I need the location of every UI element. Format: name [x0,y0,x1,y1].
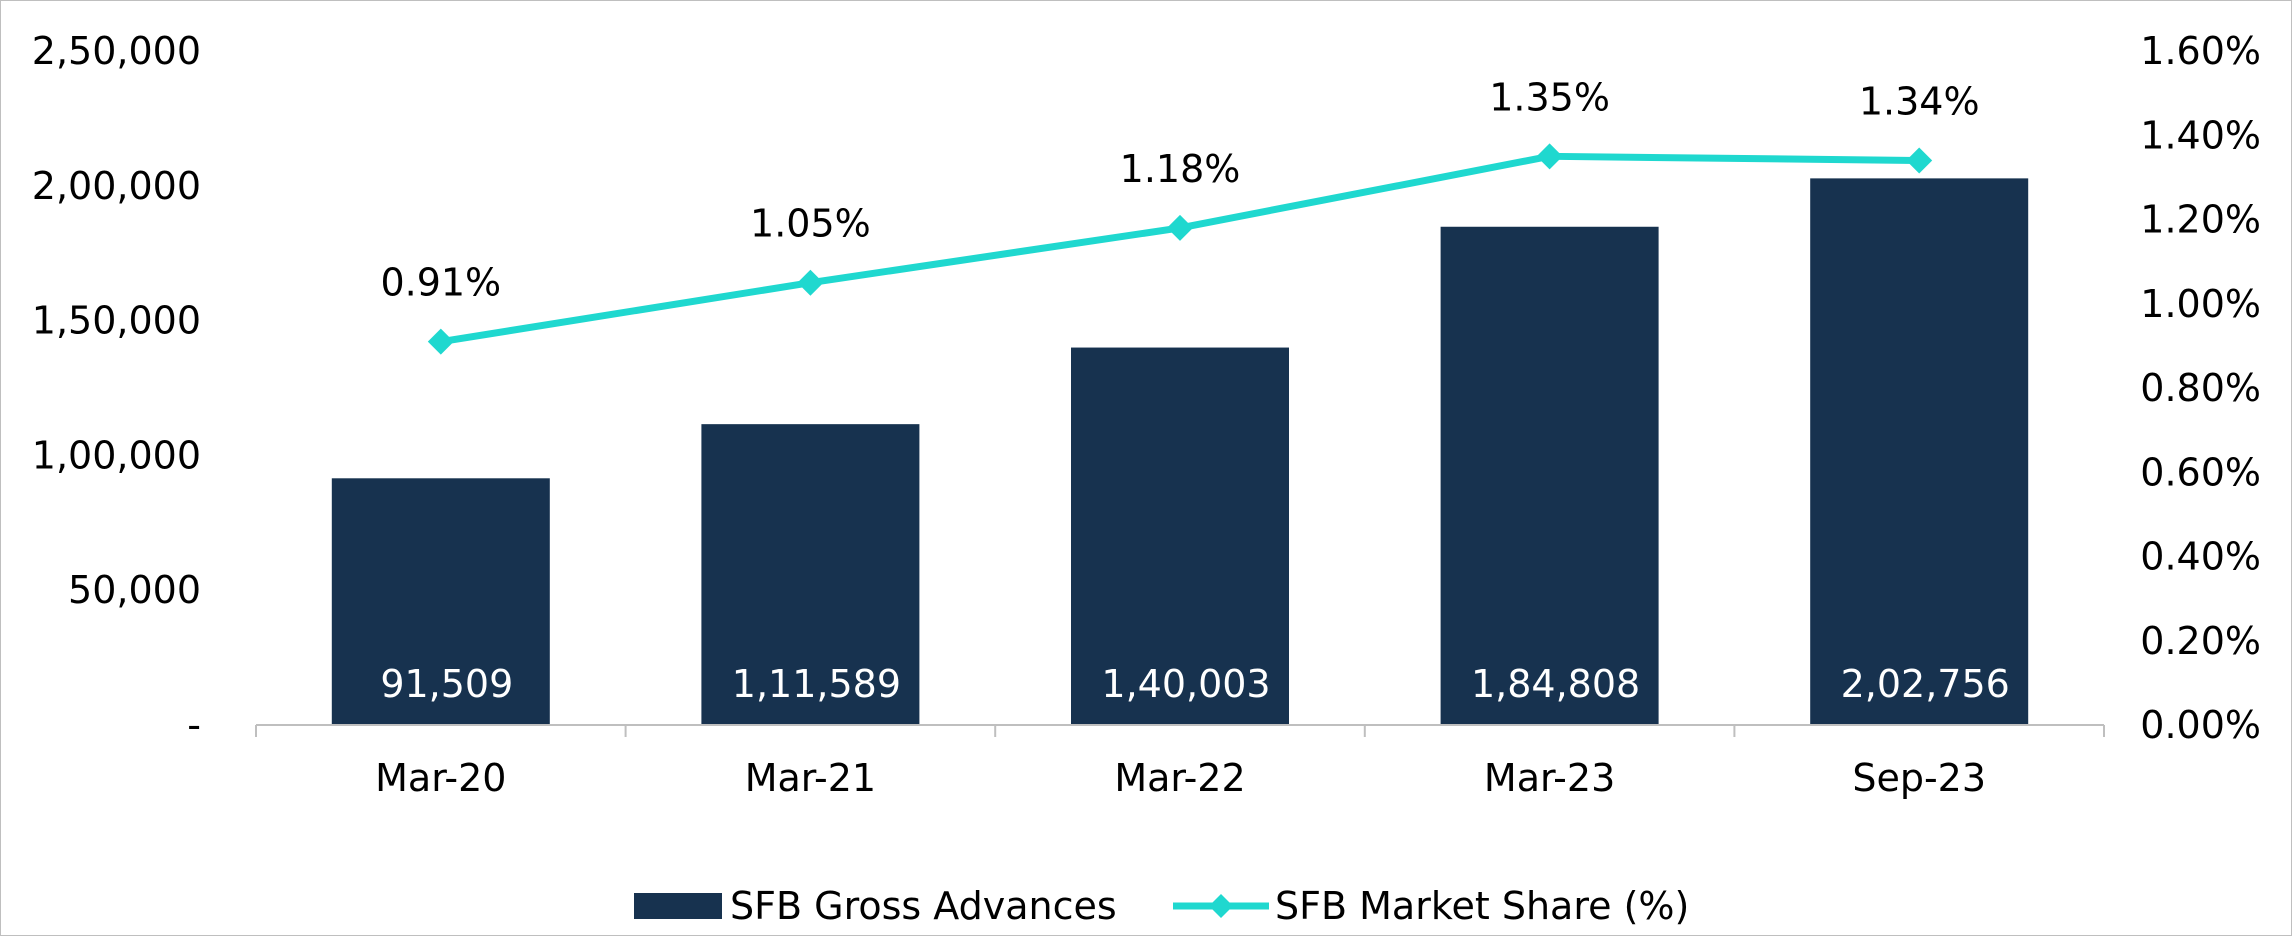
legend-swatch-marker [1209,894,1233,918]
right-axis-tick-label: 1.40% [2140,113,2261,157]
x-axis-category-label: Mar-23 [1484,756,1615,800]
legend-label-bar: SFB Gross Advances [730,884,1117,928]
left-axis-tick-label: 50,000 [68,568,201,612]
right-axis-tick-label: 1.20% [2140,198,2261,242]
bar [1071,347,1289,725]
bar [1440,226,1659,725]
right-axis-tick-label: 0.60% [2140,450,2261,494]
legend-swatch-bar [634,893,722,919]
bar [1810,178,2029,726]
bar-value-label: 2,02,756 [1841,662,2010,706]
right-axis-tick-label: 1.60% [2140,29,2261,73]
line-value-label: 1.05% [750,202,871,246]
line-series: 0.91% 1.05% 1.18% 1.35% 1.34% [380,75,1980,355]
left-axis-tick-label: - [187,703,201,747]
left-y-axis: - 50,000 1,00,000 1,50,000 2,00,000 2,50,000 [32,29,201,747]
x-axis: Mar-20 Mar-21 Mar-22 Mar-23 Sep-23 [255,724,2105,800]
line-value-label: 0.91% [380,261,501,305]
line-point-marker [427,328,454,355]
left-axis-tick-label: 1,50,000 [32,299,201,343]
left-axis-tick-label: 2,00,000 [32,164,201,208]
bar [701,424,920,725]
x-axis-category-label: Sep-23 [1852,756,1986,800]
bar [331,478,550,725]
line-point-marker [1167,214,1193,241]
line-value-label: 1.35% [1489,75,1610,119]
right-axis-tick-label: 0.20% [2140,619,2261,663]
bar-value-label: 91,509 [380,662,513,706]
left-axis-tick-label: 2,50,000 [32,29,201,73]
left-axis-tick-label: 1,00,000 [32,433,201,477]
bar-series: 91,509 1,11,589 1,40,003 1,84,808 2,02,756 [331,178,2029,726]
x-axis-category-label: Mar-20 [375,756,506,800]
line-value-label: 1.18% [1120,147,1241,191]
line-value-label: 1.34% [1859,80,1980,124]
bar-value-label: 1,11,589 [732,662,901,706]
line-point-marker [1536,143,1563,170]
bar-value-label: 1,40,003 [1101,662,1270,706]
right-axis-tick-label: 1.00% [2140,282,2261,326]
x-axis-category-label: Mar-21 [745,756,876,800]
line-point-marker [797,269,824,296]
legend-label-line: SFB Market Share (%) [1275,884,1689,928]
line-point-marker [1906,147,1933,174]
right-axis-tick-label: 0.00% [2140,703,2261,747]
right-axis-tick-label: 0.40% [2140,535,2261,579]
right-axis-tick-label: 0.80% [2140,366,2261,410]
bar-value-label: 1,84,808 [1471,662,1640,706]
x-axis-category-label: Mar-22 [1114,756,1245,800]
legend: SFB Gross Advances SFB Market Share (%) [634,884,1689,928]
right-y-axis: 0.00% 0.20% 0.40% 0.60% 0.80% 1.00% 1.20% 1.40%… [2140,29,2261,747]
